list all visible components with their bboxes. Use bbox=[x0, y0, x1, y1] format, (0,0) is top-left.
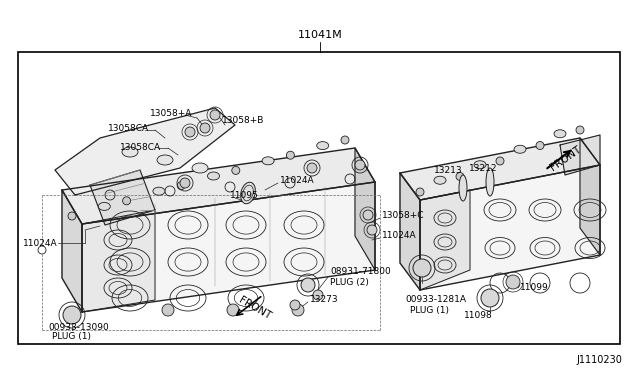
Circle shape bbox=[481, 289, 499, 307]
Text: 13212: 13212 bbox=[468, 164, 497, 173]
Text: 11024A: 11024A bbox=[382, 231, 417, 240]
Circle shape bbox=[292, 304, 304, 316]
Circle shape bbox=[180, 178, 190, 188]
Circle shape bbox=[123, 197, 131, 205]
Circle shape bbox=[301, 278, 315, 292]
Text: 11095: 11095 bbox=[230, 190, 259, 199]
Circle shape bbox=[367, 225, 377, 235]
Text: 00933-13090: 00933-13090 bbox=[48, 324, 109, 333]
Ellipse shape bbox=[153, 187, 165, 195]
Circle shape bbox=[341, 136, 349, 144]
Ellipse shape bbox=[122, 147, 138, 157]
Ellipse shape bbox=[554, 130, 566, 138]
Text: J1110230: J1110230 bbox=[576, 355, 622, 365]
Ellipse shape bbox=[474, 161, 486, 169]
Circle shape bbox=[177, 182, 185, 190]
Ellipse shape bbox=[459, 175, 467, 201]
Circle shape bbox=[210, 110, 220, 120]
Circle shape bbox=[68, 212, 76, 220]
Text: 13058+C: 13058+C bbox=[382, 211, 424, 219]
Text: 13058+A: 13058+A bbox=[150, 109, 193, 118]
Ellipse shape bbox=[434, 176, 446, 184]
Text: 00933-1281A: 00933-1281A bbox=[405, 295, 466, 305]
Ellipse shape bbox=[99, 202, 110, 211]
Text: 13058CA: 13058CA bbox=[120, 142, 161, 151]
Circle shape bbox=[576, 126, 584, 134]
Circle shape bbox=[413, 259, 431, 277]
Text: PLUG (1): PLUG (1) bbox=[410, 305, 449, 314]
Polygon shape bbox=[62, 148, 375, 224]
Circle shape bbox=[232, 166, 240, 174]
Ellipse shape bbox=[207, 172, 220, 180]
Text: 11041M: 11041M bbox=[298, 30, 342, 40]
Circle shape bbox=[290, 300, 300, 310]
Polygon shape bbox=[62, 190, 82, 312]
Circle shape bbox=[496, 157, 504, 165]
Polygon shape bbox=[580, 138, 600, 255]
Circle shape bbox=[456, 173, 464, 180]
Text: FRONT: FRONT bbox=[237, 295, 273, 321]
Circle shape bbox=[307, 163, 317, 173]
Circle shape bbox=[38, 246, 46, 254]
Ellipse shape bbox=[241, 182, 255, 204]
Circle shape bbox=[363, 210, 373, 220]
Circle shape bbox=[63, 306, 81, 324]
Circle shape bbox=[416, 188, 424, 196]
Text: 11024A: 11024A bbox=[24, 238, 58, 247]
Ellipse shape bbox=[192, 163, 208, 173]
Polygon shape bbox=[420, 190, 470, 290]
Circle shape bbox=[162, 304, 174, 316]
Text: FRONT: FRONT bbox=[548, 144, 582, 172]
Circle shape bbox=[185, 127, 195, 137]
Circle shape bbox=[355, 160, 365, 170]
Polygon shape bbox=[560, 135, 600, 175]
Circle shape bbox=[506, 275, 520, 289]
Ellipse shape bbox=[157, 155, 173, 165]
Polygon shape bbox=[400, 173, 420, 290]
Polygon shape bbox=[82, 210, 155, 312]
Polygon shape bbox=[400, 138, 600, 200]
Text: PLUG (2): PLUG (2) bbox=[330, 278, 369, 286]
Ellipse shape bbox=[317, 142, 329, 150]
Polygon shape bbox=[82, 182, 375, 312]
Text: 11099: 11099 bbox=[520, 283, 548, 292]
Circle shape bbox=[536, 141, 544, 150]
Polygon shape bbox=[90, 170, 155, 225]
Circle shape bbox=[287, 151, 294, 159]
Circle shape bbox=[313, 290, 323, 300]
Circle shape bbox=[200, 123, 210, 133]
Ellipse shape bbox=[514, 145, 526, 153]
Ellipse shape bbox=[486, 168, 494, 196]
Text: 13058+B: 13058+B bbox=[222, 115, 264, 125]
Bar bbox=[18, 52, 620, 344]
Text: 13213: 13213 bbox=[434, 166, 462, 174]
Text: 08931-71800: 08931-71800 bbox=[330, 267, 391, 276]
Text: PLUG (1): PLUG (1) bbox=[52, 333, 91, 341]
Text: 11098: 11098 bbox=[463, 311, 492, 320]
Circle shape bbox=[227, 304, 239, 316]
Ellipse shape bbox=[262, 157, 274, 165]
Polygon shape bbox=[420, 165, 600, 290]
Text: 11024A: 11024A bbox=[280, 176, 315, 185]
Text: 13058CA: 13058CA bbox=[108, 124, 149, 132]
Polygon shape bbox=[355, 148, 375, 270]
Polygon shape bbox=[55, 108, 235, 195]
Text: 13273: 13273 bbox=[310, 295, 339, 305]
